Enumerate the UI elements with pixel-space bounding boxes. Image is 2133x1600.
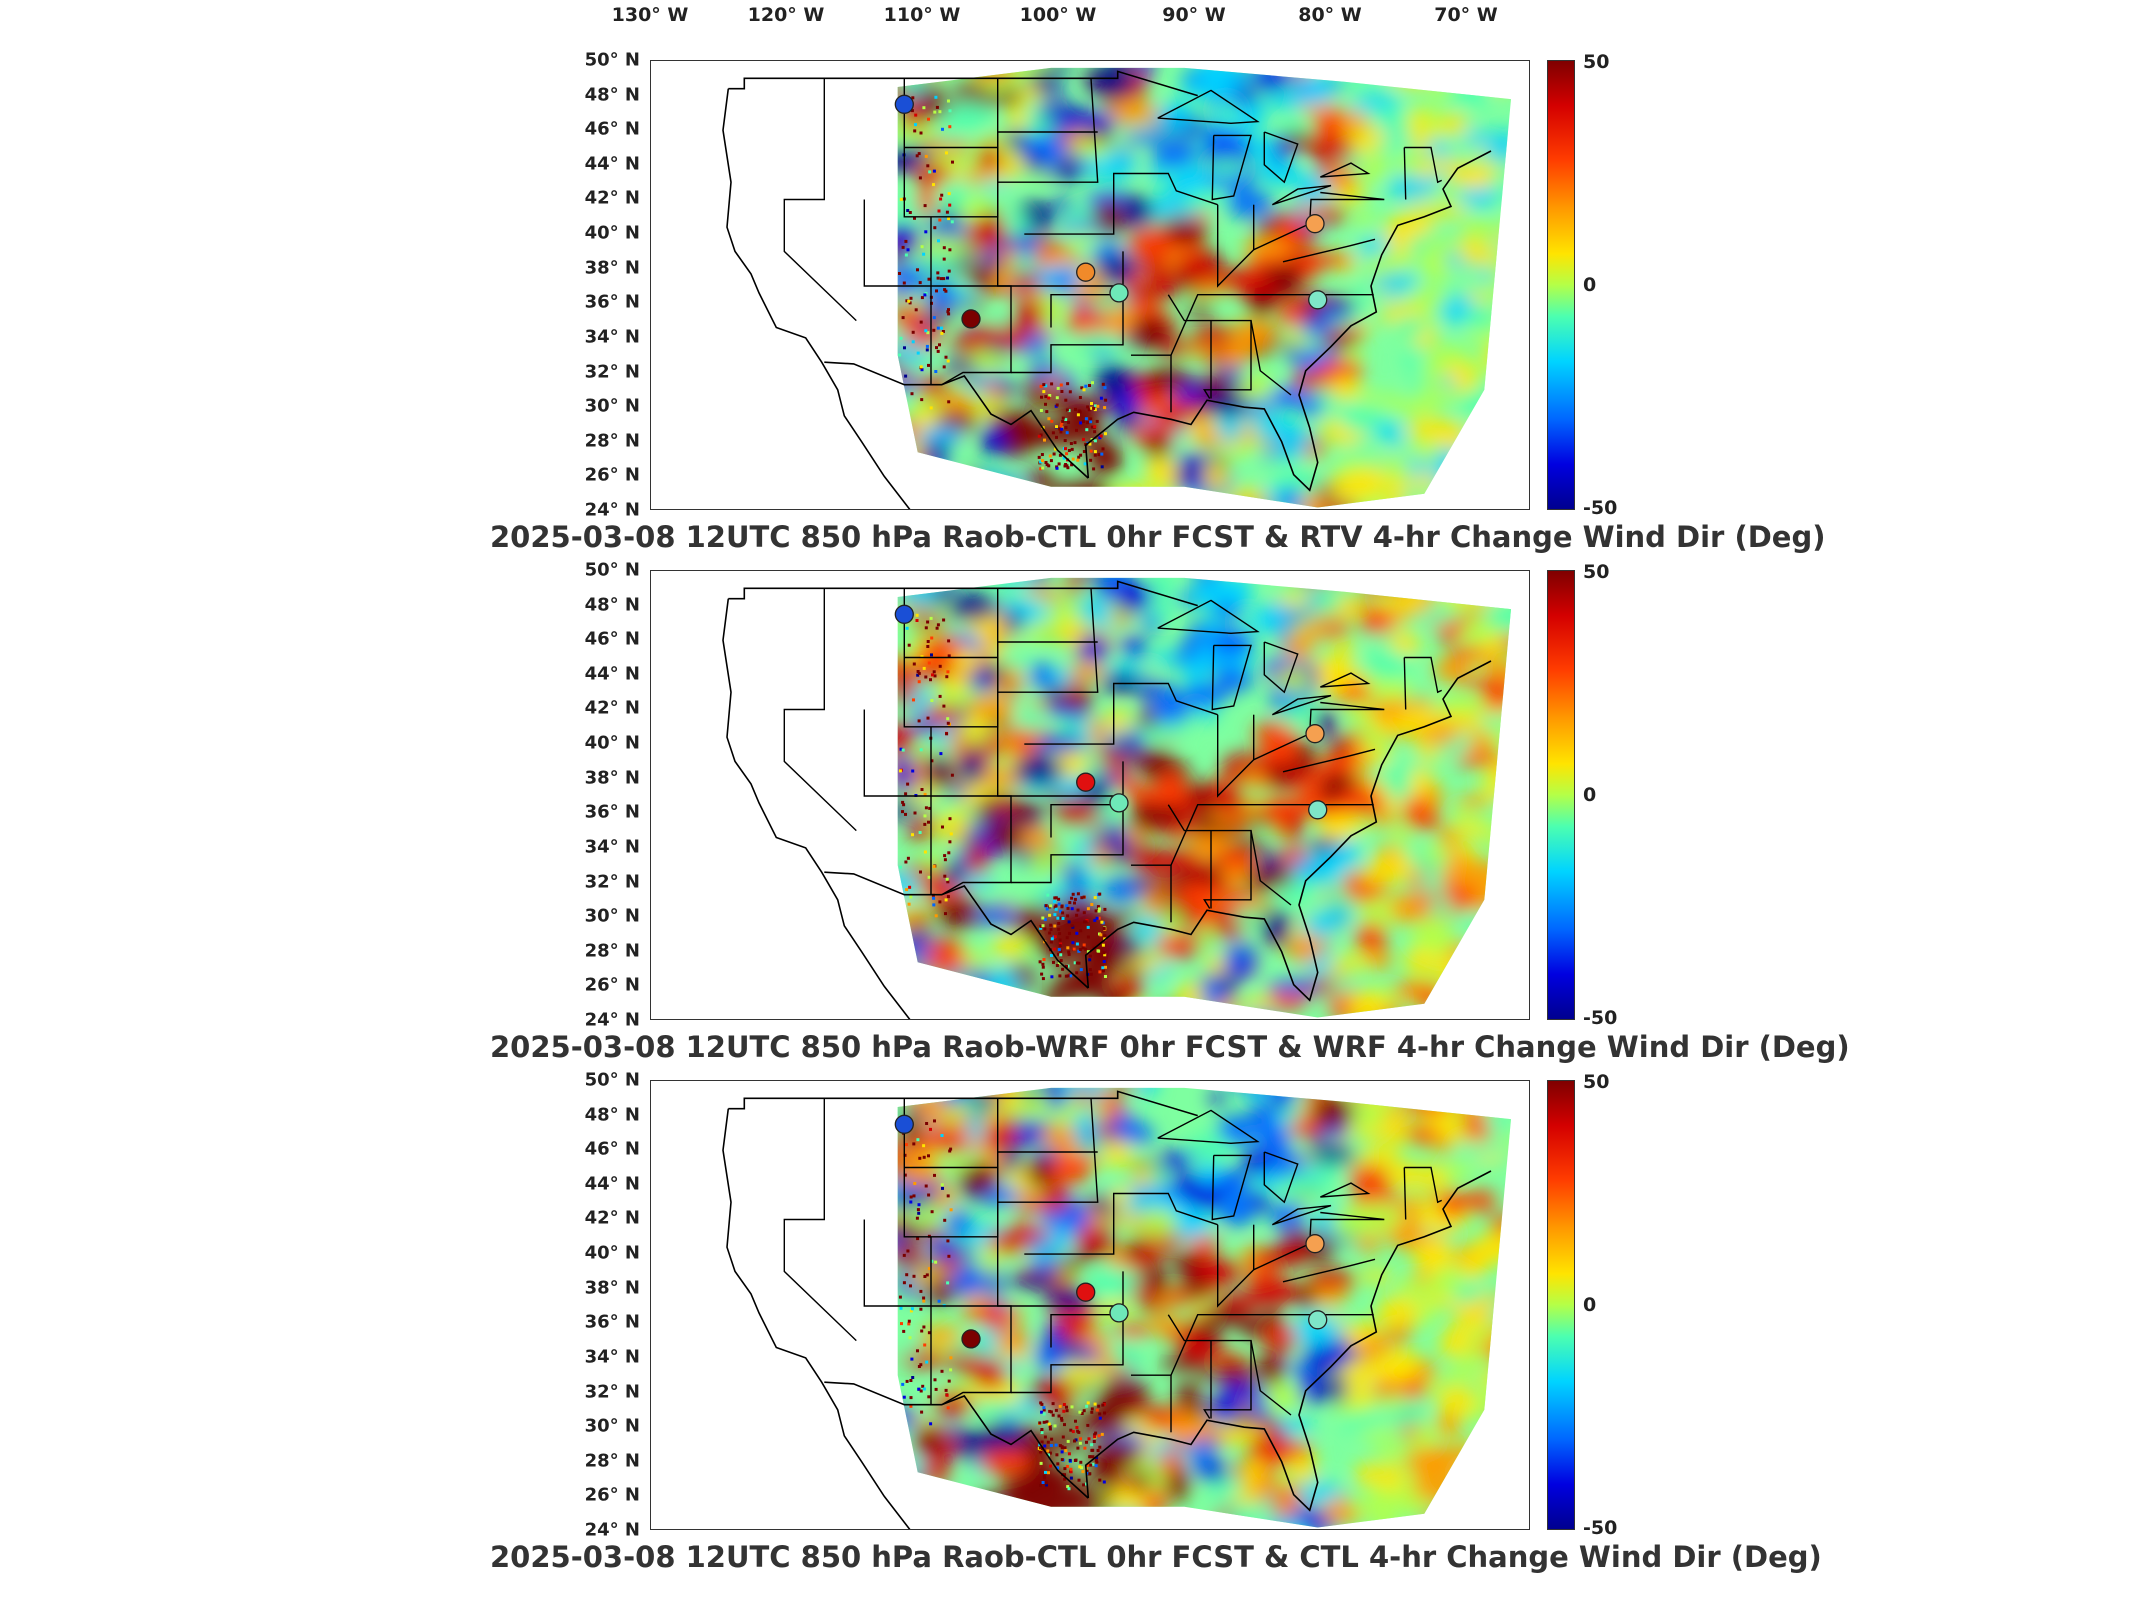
lat-tick-label: 34° N bbox=[584, 1346, 640, 1368]
lon-tick-label: 130° W bbox=[611, 4, 689, 26]
lon-tick-label: 110° W bbox=[883, 4, 961, 26]
colorbar-min-label: -50 bbox=[1583, 1517, 1618, 1539]
latitude-axis: 50° N 48° N 46° N 44° N 42° N 40° N 38° N 36° N… bbox=[490, 50, 640, 521]
lat-tick-label: 44° N bbox=[584, 663, 640, 685]
lat-tick-label: 26° N bbox=[584, 464, 640, 486]
lat-tick-label: 28° N bbox=[584, 1450, 640, 1472]
lat-tick-label: 28° N bbox=[584, 940, 640, 962]
raob-station-marker bbox=[1109, 1303, 1129, 1323]
lon-tick-label: 70° W bbox=[1434, 4, 1498, 26]
raob-station-marker bbox=[1305, 1234, 1325, 1254]
colorbar bbox=[1547, 60, 1575, 510]
lat-tick-label: 50° N bbox=[584, 49, 640, 71]
lat-tick-label: 36° N bbox=[584, 801, 640, 823]
lat-tick-label: 42° N bbox=[584, 1207, 640, 1229]
lat-tick-label: 38° N bbox=[584, 1277, 640, 1299]
lat-tick-label: 46° N bbox=[584, 628, 640, 650]
colorbar-mid-label: 0 bbox=[1583, 274, 1597, 296]
wind-direction-map bbox=[650, 570, 1530, 1020]
raob-station-marker bbox=[1109, 793, 1129, 813]
lat-tick-label: 28° N bbox=[584, 430, 640, 452]
lat-tick-label: 24° N bbox=[584, 499, 640, 521]
latitude-axis: 50° N 48° N 46° N 44° N 42° N 40° N 38° N 36° N… bbox=[490, 560, 640, 1031]
colorbar-min-label: -50 bbox=[1583, 497, 1618, 519]
colorbar-max-label: 50 bbox=[1583, 1071, 1610, 1093]
lat-tick-label: 48° N bbox=[584, 594, 640, 616]
wind-direction-map bbox=[650, 1080, 1530, 1530]
lat-tick-label: 50° N bbox=[584, 559, 640, 581]
lat-tick-label: 30° N bbox=[584, 905, 640, 927]
state-boundaries bbox=[722, 580, 1492, 1019]
lat-tick-label: 38° N bbox=[584, 767, 640, 789]
raob-station-marker bbox=[961, 1329, 981, 1349]
longitude-axis: 130° W 120° W 110° W 100° W 90° W 80° W … bbox=[612, 4, 1530, 38]
lat-tick-label: 38° N bbox=[584, 257, 640, 279]
panel-title: 2025-03-08 12UTC 850 hPa Raob-WRF 0hr FC… bbox=[490, 1030, 1850, 1064]
colorbar bbox=[1547, 570, 1575, 1020]
lat-tick-label: 32° N bbox=[584, 361, 640, 383]
lat-tick-label: 44° N bbox=[584, 1173, 640, 1195]
colorbar-max-label: 50 bbox=[1583, 561, 1610, 583]
lon-tick-label: 100° W bbox=[1019, 4, 1097, 26]
state-boundaries bbox=[722, 70, 1492, 509]
lat-tick-label: 44° N bbox=[584, 153, 640, 175]
lat-tick-label: 46° N bbox=[584, 118, 640, 140]
colorbar-mid-label: 0 bbox=[1583, 784, 1597, 806]
lat-tick-label: 42° N bbox=[584, 697, 640, 719]
wind-direction-map bbox=[650, 60, 1530, 510]
lat-tick-label: 48° N bbox=[584, 1104, 640, 1126]
lat-tick-label: 24° N bbox=[584, 1009, 640, 1031]
lon-tick-label: 120° W bbox=[747, 4, 825, 26]
lat-tick-label: 40° N bbox=[584, 1242, 640, 1264]
colorbar bbox=[1547, 1080, 1575, 1530]
lat-tick-label: 34° N bbox=[584, 326, 640, 348]
lat-tick-label: 46° N bbox=[584, 1138, 640, 1160]
lon-tick-label: 90° W bbox=[1162, 4, 1226, 26]
lat-tick-label: 30° N bbox=[584, 1415, 640, 1437]
colorbar-max-label: 50 bbox=[1583, 51, 1610, 73]
lat-tick-label: 36° N bbox=[584, 1311, 640, 1333]
colorbar-min-label: -50 bbox=[1583, 1007, 1618, 1029]
lat-tick-label: 40° N bbox=[584, 222, 640, 244]
lat-tick-label: 32° N bbox=[584, 871, 640, 893]
lat-tick-label: 42° N bbox=[584, 187, 640, 209]
lat-tick-label: 36° N bbox=[584, 291, 640, 313]
colorbar-mid-label: 0 bbox=[1583, 1294, 1597, 1316]
lon-tick-label: 80° W bbox=[1298, 4, 1362, 26]
lat-tick-label: 30° N bbox=[584, 395, 640, 417]
raob-station-marker bbox=[1305, 214, 1325, 234]
panel-title: 2025-03-08 12UTC 850 hPa Raob-CTL 0hr FC… bbox=[490, 1540, 1822, 1574]
raob-station-marker bbox=[1305, 724, 1325, 744]
raob-station-marker bbox=[894, 604, 914, 624]
raob-station-marker bbox=[1308, 290, 1328, 310]
lat-tick-label: 48° N bbox=[584, 84, 640, 106]
raob-station-marker bbox=[894, 94, 914, 114]
state-boundaries bbox=[722, 1090, 1492, 1529]
lat-tick-label: 32° N bbox=[584, 1381, 640, 1403]
lat-tick-label: 24° N bbox=[584, 1519, 640, 1541]
raob-station-marker bbox=[1076, 1282, 1096, 1302]
raob-station-marker bbox=[1076, 262, 1096, 282]
lat-tick-label: 34° N bbox=[584, 836, 640, 858]
lat-tick-label: 26° N bbox=[584, 974, 640, 996]
lat-tick-label: 40° N bbox=[584, 732, 640, 754]
raob-station-marker bbox=[1109, 283, 1129, 303]
raob-station-marker bbox=[1308, 800, 1328, 820]
lat-tick-label: 26° N bbox=[584, 1484, 640, 1506]
panel-title: 2025-03-08 12UTC 850 hPa Raob-CTL 0hr FC… bbox=[490, 520, 1826, 554]
lat-tick-label: 50° N bbox=[584, 1069, 640, 1091]
raob-station-marker bbox=[1076, 772, 1096, 792]
raob-station-marker bbox=[894, 1114, 914, 1134]
raob-station-marker bbox=[1308, 1310, 1328, 1330]
latitude-axis: 50° N 48° N 46° N 44° N 42° N 40° N 38° N 36° N… bbox=[490, 1070, 640, 1541]
raob-station-marker bbox=[961, 309, 981, 329]
